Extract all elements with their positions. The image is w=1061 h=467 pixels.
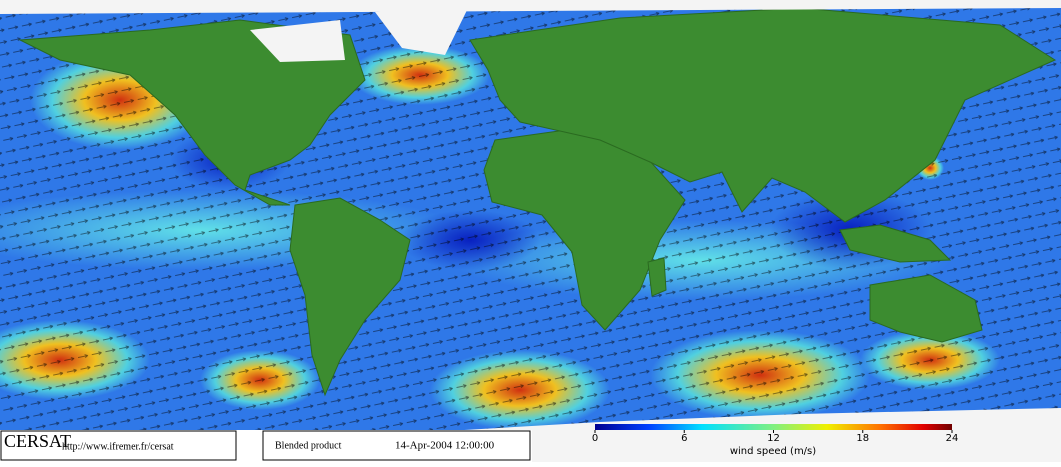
- info-box: [262, 430, 531, 461]
- colorbar-tick-label: 12: [767, 433, 780, 444]
- colorbar-tick-label: 18: [856, 433, 869, 444]
- madagascar: [647, 257, 667, 297]
- antarctica: [430, 408, 1061, 462]
- arctic-islands: [250, 20, 345, 62]
- colorbar-tick-label: 6: [681, 433, 687, 444]
- arctic: [0, 0, 1061, 14]
- logo: CERSAT: [4, 431, 71, 451]
- greenland: [375, 4, 470, 55]
- colorbar-tick-label: 0: [592, 433, 598, 444]
- land: [18, 7, 1057, 397]
- eurasia: [469, 7, 1057, 223]
- south-america: [289, 197, 411, 397]
- colorbar-tick-label: 24: [946, 433, 959, 444]
- product: Blended product: [275, 440, 342, 451]
- colorbar-label: wind speed (m/s): [730, 446, 816, 457]
- date: 14-Apr-2004 12:00:00: [395, 440, 495, 452]
- australia: [869, 274, 983, 343]
- logo-box: [0, 430, 237, 461]
- colorbar: [595, 424, 952, 430]
- url: http://www.ifremer.fr/cersat: [62, 441, 174, 452]
- indonesia: [839, 224, 952, 263]
- colorbar-ticks: 0 6 12 18 24: [592, 430, 959, 444]
